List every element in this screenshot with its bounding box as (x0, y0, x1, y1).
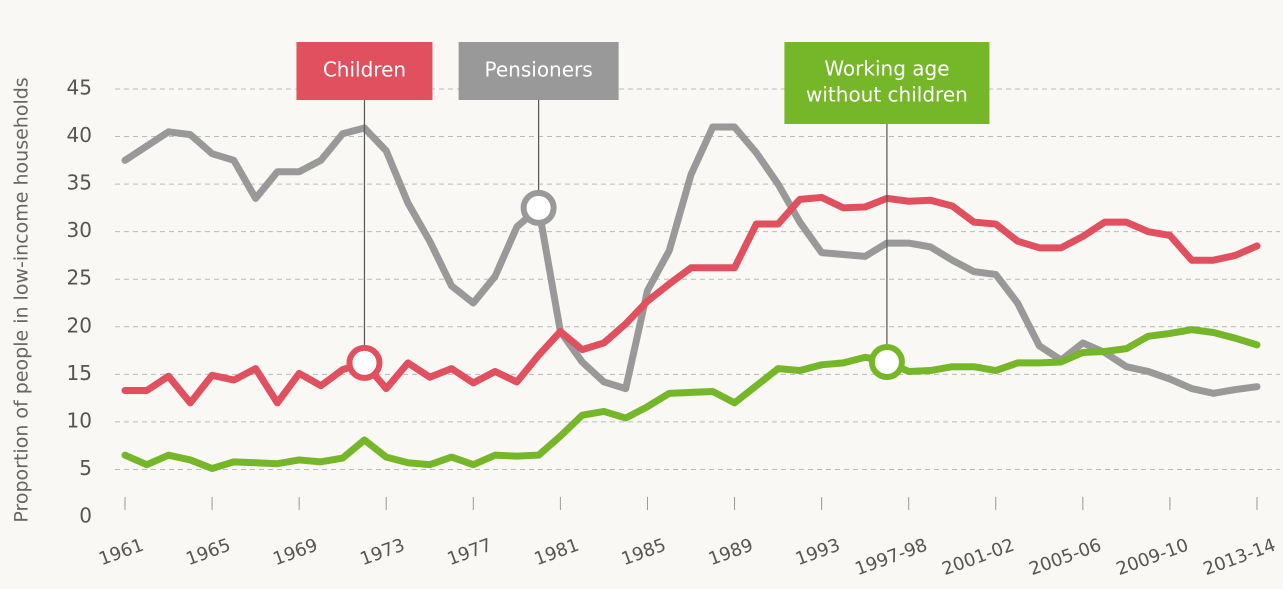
x-tick-label: 1961 (96, 535, 146, 570)
callout-label: Working age (824, 57, 949, 81)
x-tick-label: 1985 (619, 535, 669, 570)
callout-box (458, 42, 619, 100)
x-tick-label: 1973 (357, 535, 407, 570)
y-tick-label: 10 (67, 408, 92, 432)
y-tick-label: 0 (79, 504, 92, 528)
callout-marker (868, 343, 905, 380)
y-tick-label: 45 (67, 76, 92, 100)
x-tick-label: 1977 (444, 535, 494, 570)
x-tick-label: 2013-14 (1201, 535, 1279, 580)
x-tick-label: 1993 (793, 535, 843, 570)
y-tick-label: 20 (67, 313, 92, 337)
x-tick-label: 2001-02 (939, 535, 1017, 580)
x-tick-label: 1969 (270, 535, 320, 570)
callout-label: Children (323, 58, 406, 82)
x-tick-label: 1965 (183, 535, 233, 570)
y-tick-label: 5 (79, 456, 92, 480)
series-line (121, 326, 1261, 472)
x-tick-label: 1997-98 (852, 535, 930, 580)
y-tick-label: 35 (67, 171, 92, 195)
callout-marker (346, 344, 383, 381)
y-tick-label: 30 (67, 218, 92, 242)
x-tick-label: 2005-06 (1026, 535, 1104, 580)
y-tick-label: 25 (67, 266, 92, 290)
x-tick-label: 2009-10 (1113, 535, 1191, 580)
callout-label: Pensioners (485, 58, 593, 82)
y-axis-label: Proportion of people in low-income house… (11, 77, 33, 522)
x-tick-label: 1989 (706, 535, 756, 570)
x-tick-label: 1981 (532, 535, 582, 570)
callout-box (296, 42, 433, 100)
callout-box (784, 42, 990, 124)
callout-marker (520, 189, 557, 226)
y-tick-label: 15 (67, 361, 92, 385)
series-line (121, 123, 1261, 397)
series-line (121, 193, 1261, 407)
y-tick-label: 40 (67, 123, 92, 147)
callout-label: without children (806, 83, 968, 107)
